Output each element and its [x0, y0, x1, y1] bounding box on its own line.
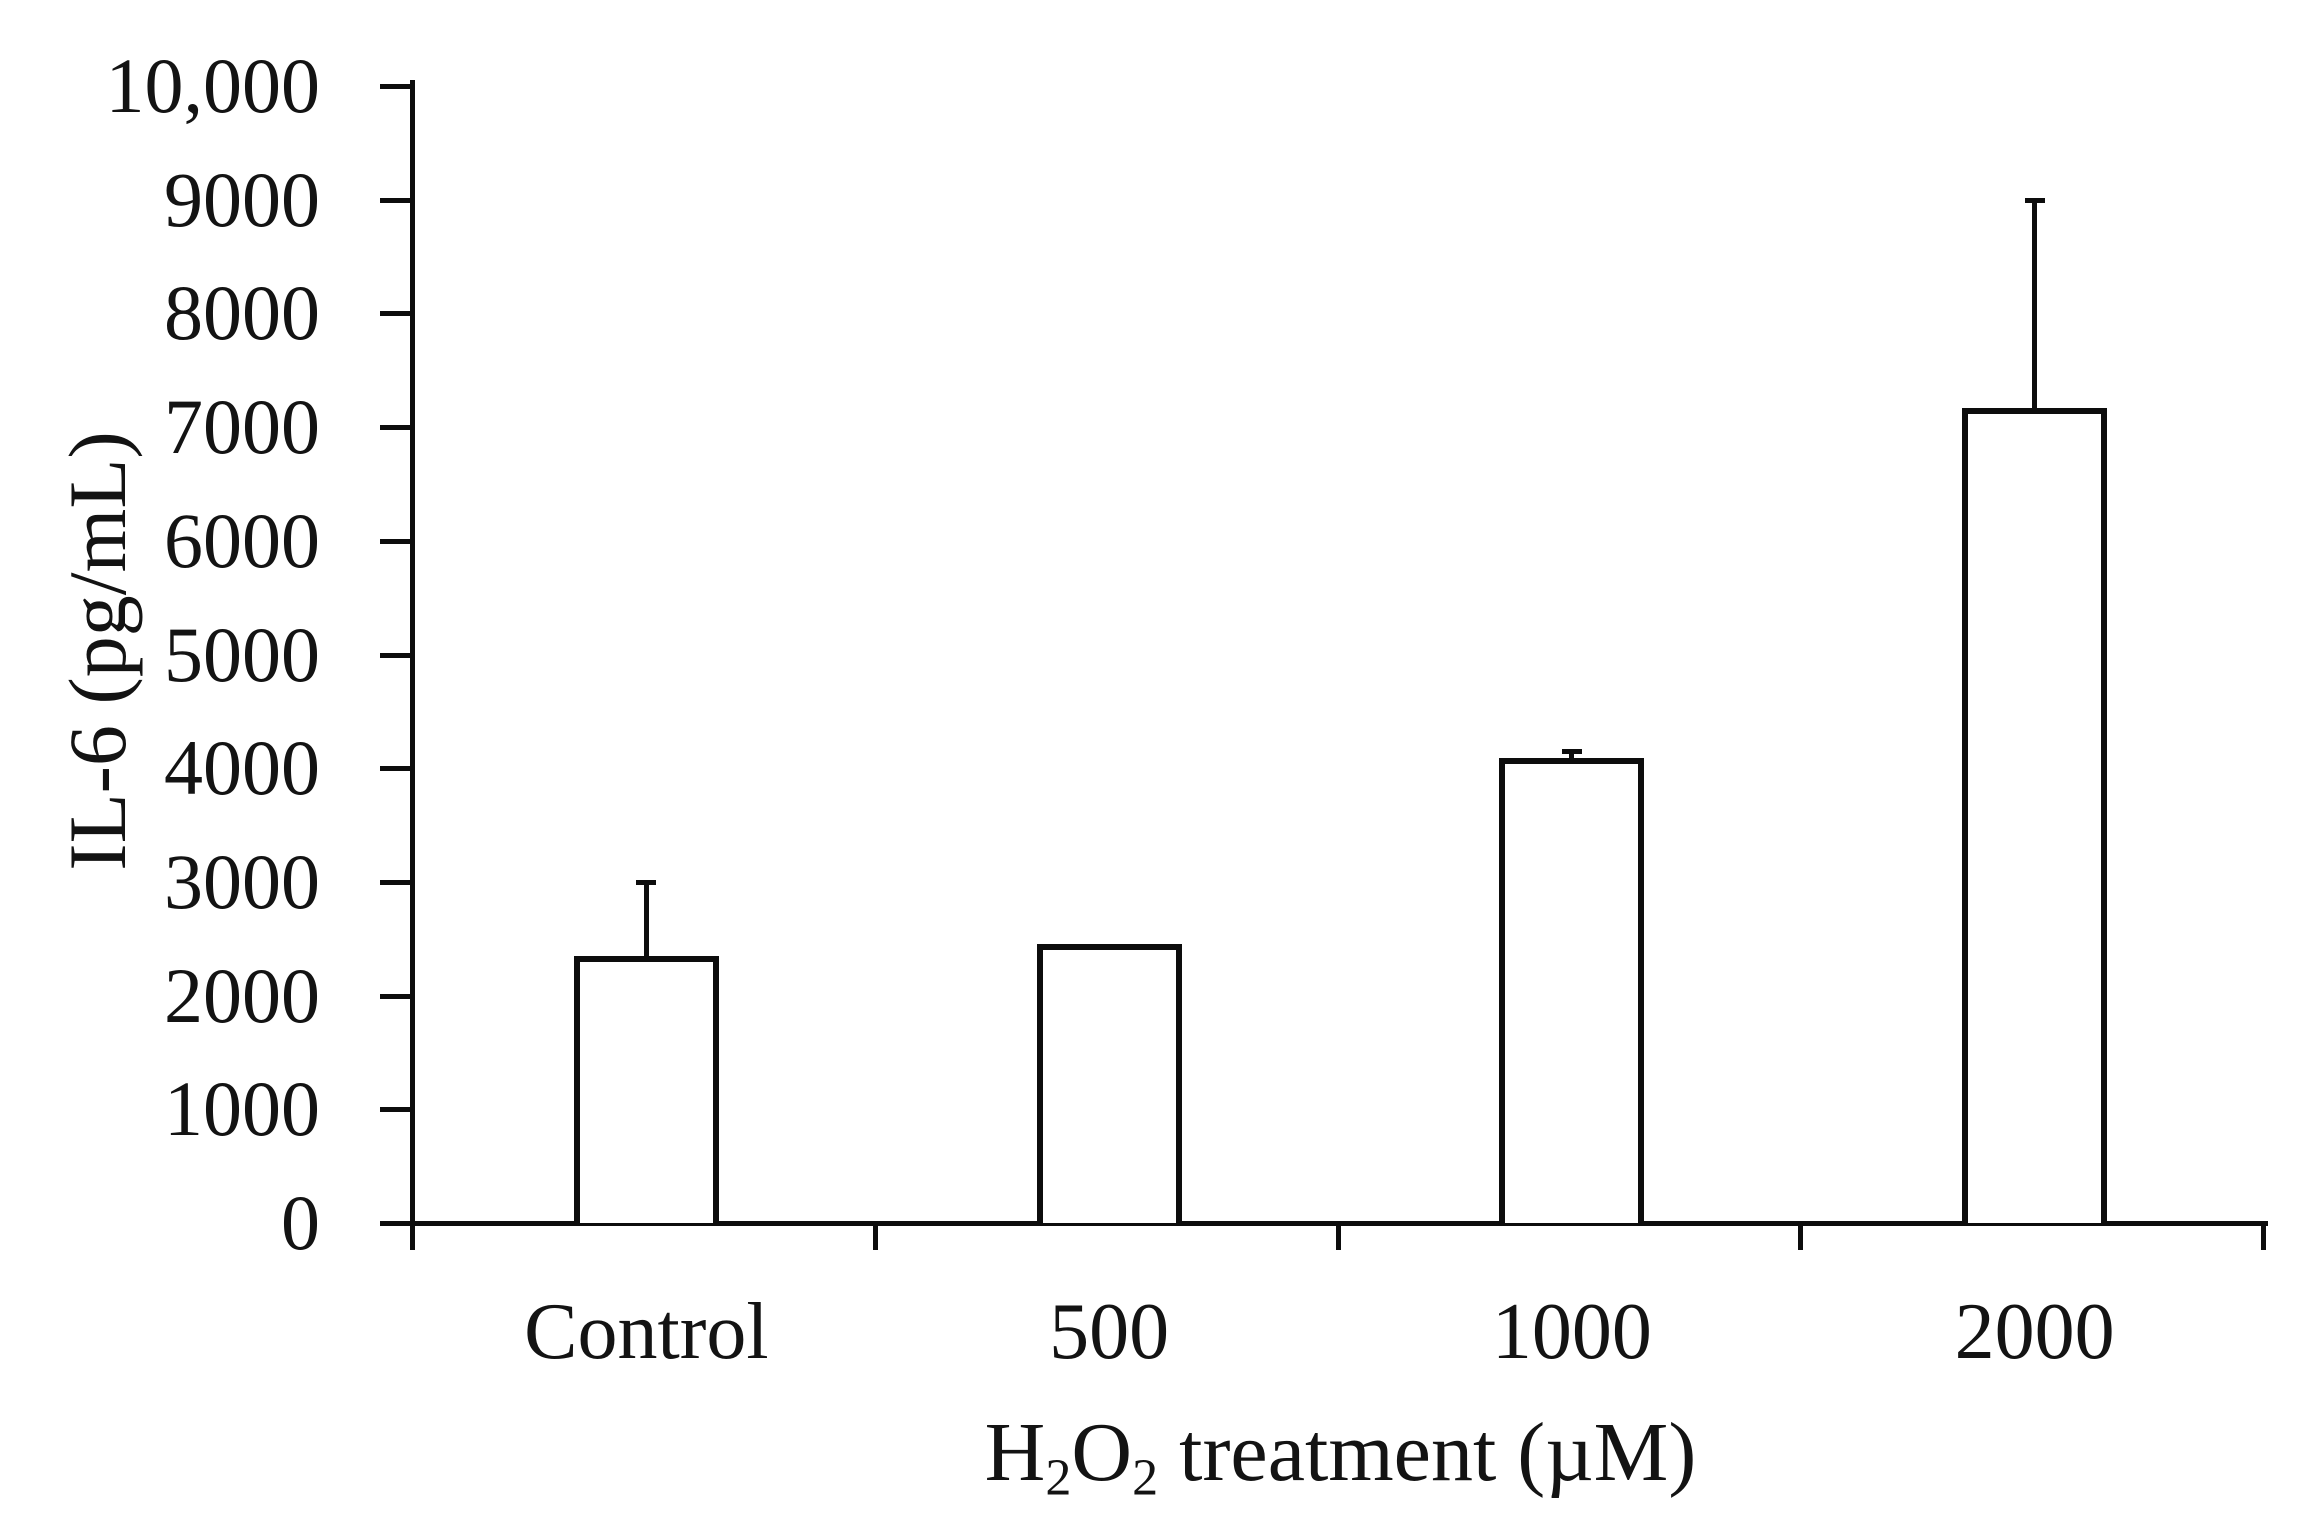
bar [1962, 407, 2108, 1223]
error-bar-stem [643, 881, 649, 960]
x-axis-title-subscript: 2 [1045, 1449, 1072, 1507]
y-tick [380, 311, 410, 317]
y-tick [380, 879, 410, 885]
x-axis-title-segment: treatment (µM) [1158, 1406, 1697, 1499]
y-tick-label: 7000 [164, 383, 320, 471]
y-tick [380, 538, 410, 544]
error-bar-cap [2024, 197, 2045, 203]
error-bar-stem [1569, 751, 1575, 762]
y-axis-line [410, 80, 415, 1250]
x-axis-title-segment: H [984, 1406, 1046, 1499]
x-category-label: 500 [1049, 1288, 1170, 1376]
y-tick [380, 84, 410, 89]
y-tick-label: 9000 [164, 155, 320, 243]
y-tick [380, 197, 410, 203]
y-tick-label: 4000 [164, 724, 320, 812]
x-tick [1335, 1223, 1341, 1250]
x-tick [410, 1223, 415, 1250]
y-tick [380, 425, 410, 431]
x-tick [1798, 1223, 1804, 1250]
y-tick-label: 0 [281, 1179, 320, 1266]
y-tick [380, 652, 410, 658]
y-tick [380, 766, 410, 772]
y-tick-label: 6000 [164, 496, 320, 584]
y-tick-label: 5000 [164, 610, 320, 698]
x-axis-title: H2O2 treatment (µM) [415, 1398, 2266, 1508]
y-tick [380, 1107, 410, 1113]
y-tick-label: 1000 [164, 1065, 320, 1153]
bar [1036, 944, 1182, 1223]
x-category-label: 1000 [1491, 1288, 1652, 1376]
x-axis-title-segment: O [1071, 1406, 1133, 1499]
y-tick-label: 10,000 [105, 42, 321, 129]
x-category-label: 2000 [1954, 1288, 2115, 1376]
y-tick-label: 3000 [164, 837, 320, 925]
y-tick [380, 1221, 410, 1226]
error-bar-cap [1561, 749, 1582, 755]
x-category-label: Control [524, 1288, 769, 1376]
y-tick-label: 2000 [164, 951, 320, 1039]
bar [573, 955, 719, 1223]
y-tick-label: 8000 [164, 269, 320, 357]
error-bar-stem [2032, 199, 2038, 412]
x-tick [2261, 1223, 2266, 1250]
x-tick [872, 1223, 878, 1250]
bar [1499, 757, 1645, 1223]
x-axis-title-subscript: 2 [1132, 1449, 1159, 1507]
y-tick [380, 993, 410, 999]
error-bar-cap [636, 879, 657, 885]
